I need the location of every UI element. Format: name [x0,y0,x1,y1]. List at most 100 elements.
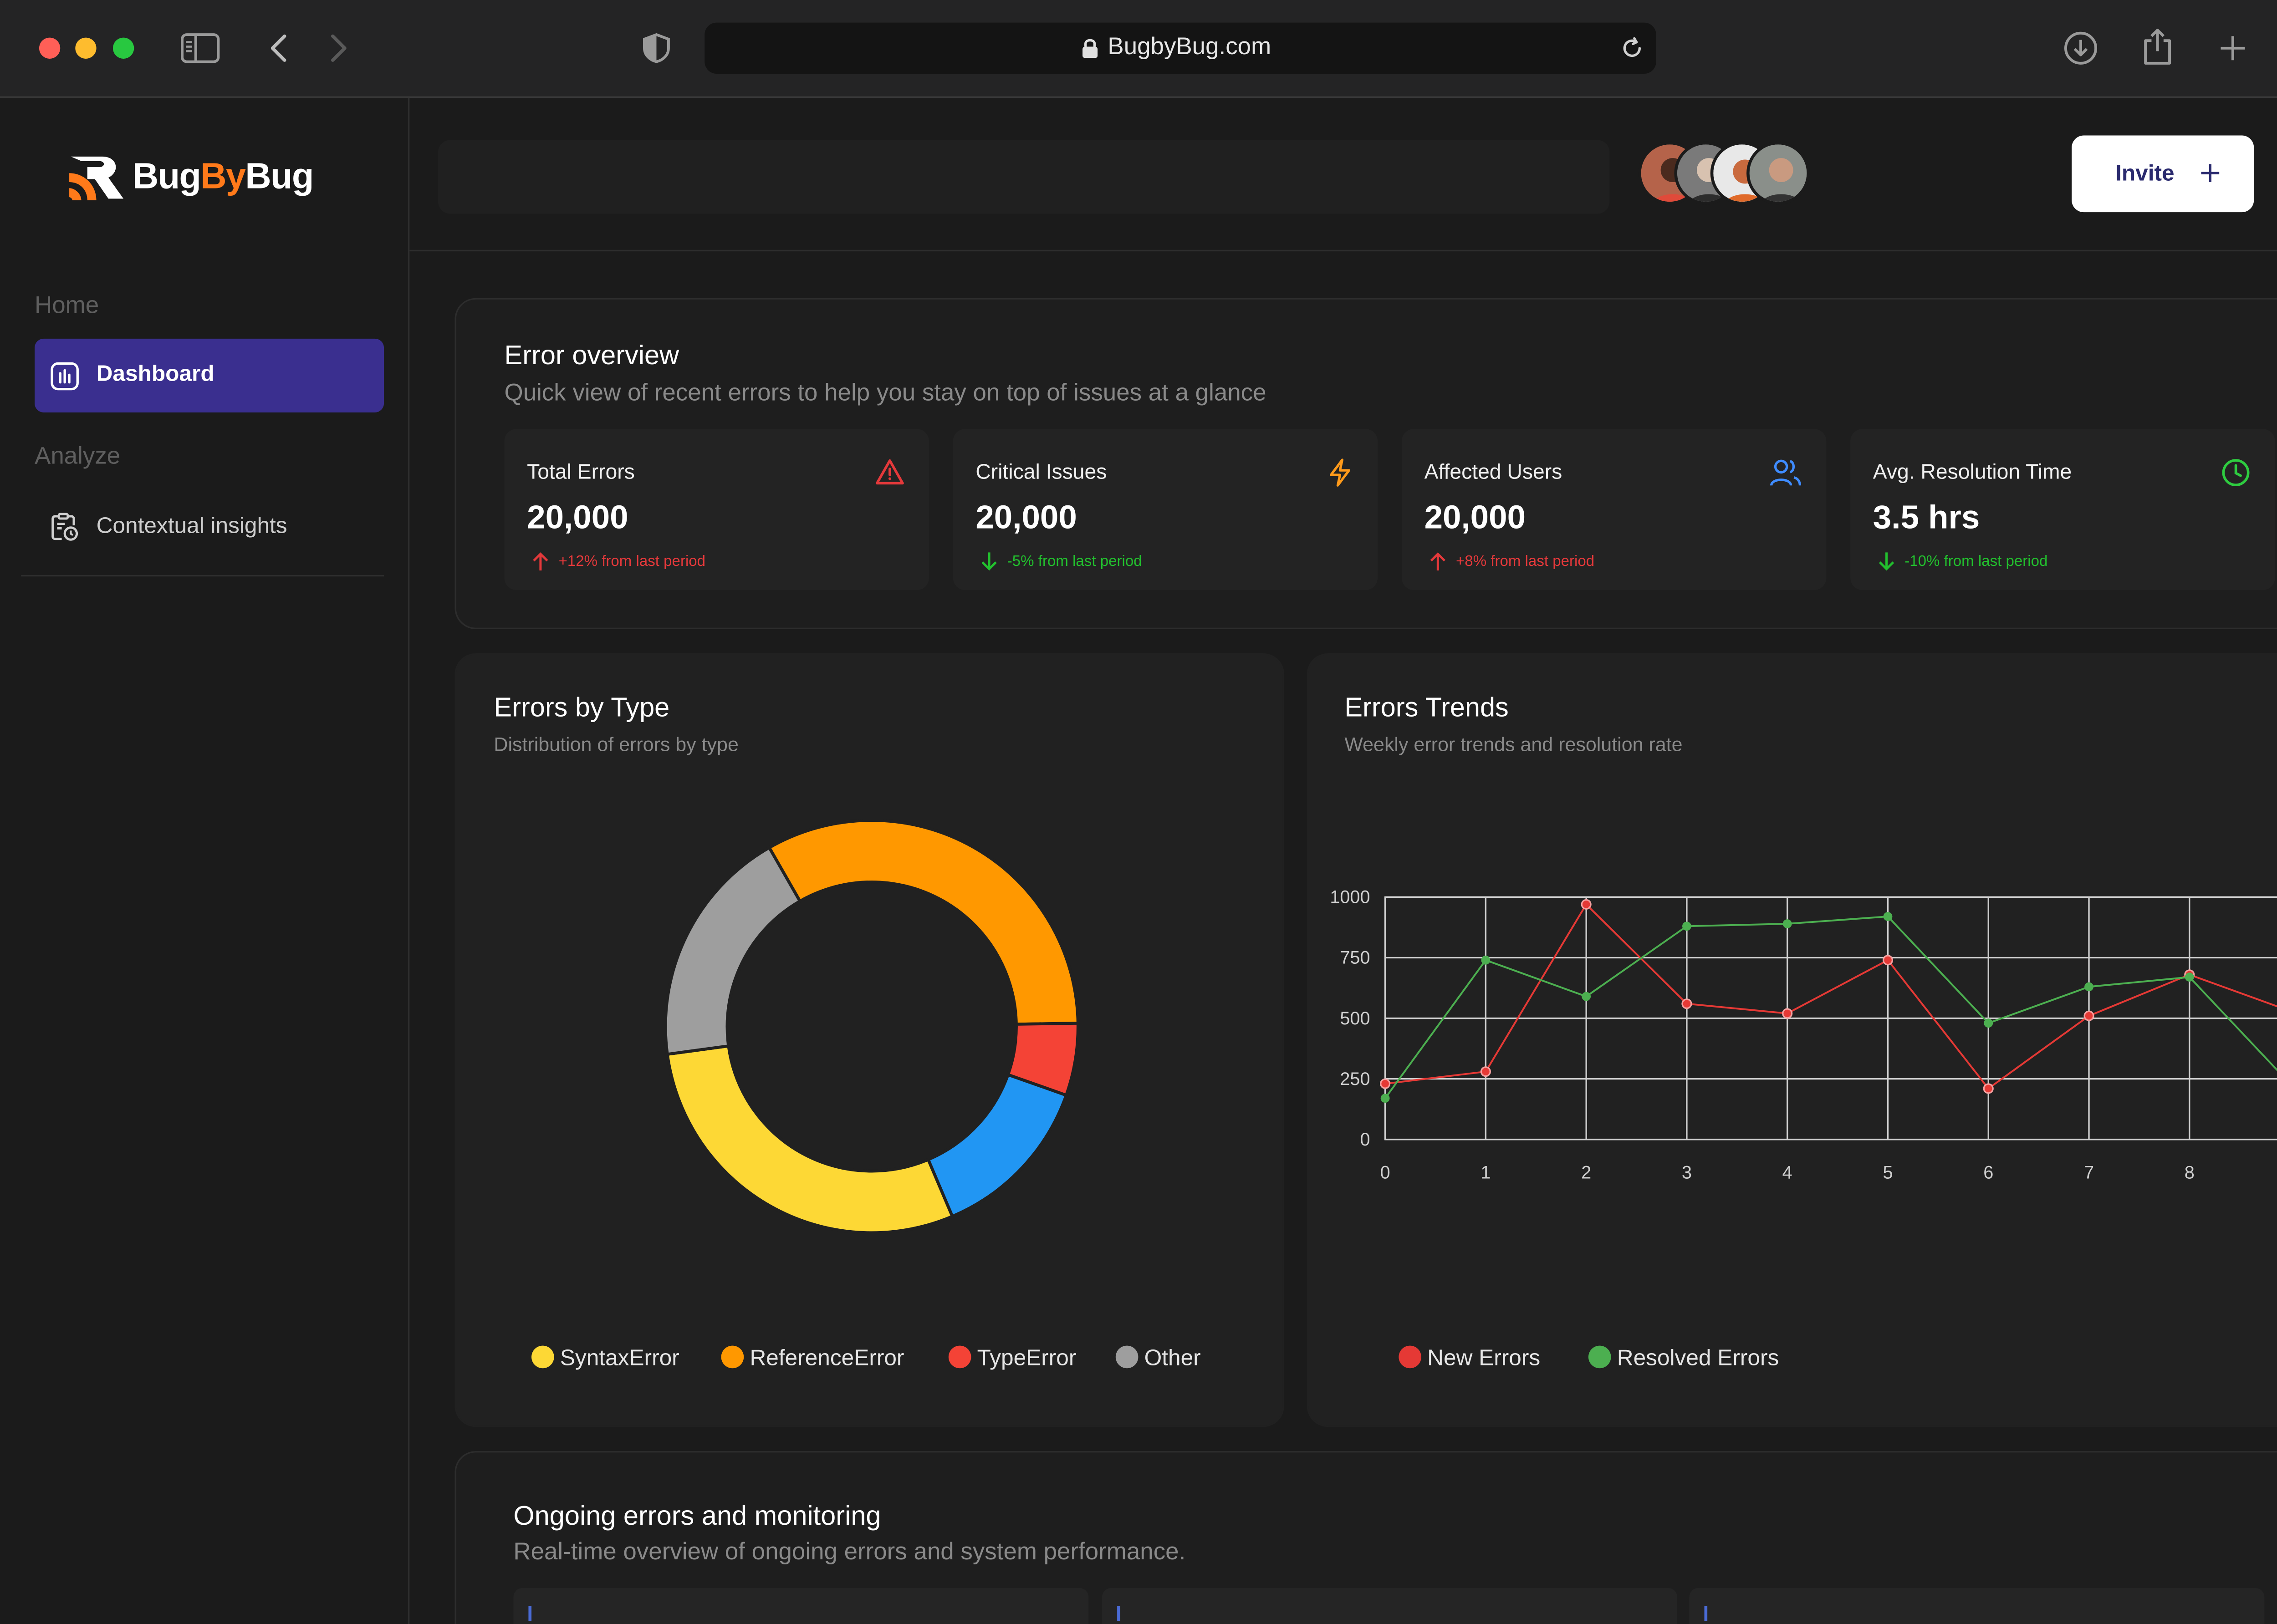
series-line-new-errors [1385,903,2277,1090]
chart-title: Errors by Type [494,692,670,723]
y-tick-label: 0 [1360,1130,1370,1150]
donut-slice-blue[interactable] [926,1073,1068,1219]
sidebar-item-contextual-insights[interactable]: Contextual insights [35,504,384,550]
section-subtitle: Quick view of recent errors to help you … [504,381,1266,407]
new-tab-icon[interactable] [2216,31,2250,65]
item-indicator [1704,1606,1708,1621]
donut-slice-other[interactable] [664,845,802,1056]
stat-change: +8% from last period [1455,554,1595,571]
errors-trends-card: Errors Trends Weekly error trends and re… [1307,653,2277,1427]
y-tick-label: 1000 [1330,887,1370,907]
address-bar[interactable]: BugbyBug.com [705,22,1656,74]
stat-change: -10% from last period [1904,554,2048,571]
stat-label: Critical Issues [975,459,1107,484]
nav-section-analyze: Analyze [35,444,121,470]
plus-icon [2201,164,2220,183]
legend-item-resolved-errors[interactable]: Resolved Errors [1588,1345,1779,1371]
stat-card-avg-resolution-time[interactable]: Avg. Resolution Time 3.5 hrs -10% from l… [1850,429,2275,590]
close-window-button[interactable] [39,37,61,59]
data-point-resolved-errors[interactable] [1682,921,1691,931]
search-input[interactable] [438,140,1610,214]
data-point-resolved-errors[interactable] [1582,992,1591,1001]
legend-label: ReferenceError [750,1345,904,1371]
legend-label: Resolved Errors [1617,1345,1779,1371]
share-icon[interactable] [2139,27,2175,66]
reload-icon[interactable] [1620,36,1644,60]
shield-icon[interactable] [641,31,671,65]
ongoing-error-item[interactable] [1689,1588,2265,1624]
data-point-new-errors[interactable] [1380,1078,1391,1089]
ongoing-error-item[interactable] [1102,1588,1677,1624]
clock-icon [2222,459,2250,487]
legend-item-referenceerror[interactable]: ReferenceError [721,1345,904,1371]
data-point-new-errors[interactable] [1882,955,1894,966]
x-tick-label: 3 [1682,1163,1692,1183]
legend-swatch [1115,1345,1138,1369]
stat-label: Avg. Resolution Time [1873,459,2072,484]
stat-card-total-errors[interactable]: Total Errors 20,000 +12% from last perio… [504,429,929,590]
bug-by-bug-logo-icon [69,156,124,200]
legend-item-other[interactable]: Other [1115,1345,1201,1371]
legend-label: Other [1144,1345,1201,1371]
users-icon [1770,459,1802,486]
data-point-resolved-errors[interactable] [1782,919,1792,928]
y-tick-label: 500 [1340,1008,1370,1028]
brand-wordmark: BugByBug [133,157,314,199]
page-header: Invite [409,98,2277,252]
data-point-new-errors[interactable] [2083,1010,2094,1021]
legend-swatch [1588,1345,1611,1369]
forward-icon[interactable] [325,31,352,65]
data-point-resolved-errors[interactable] [1481,955,1491,965]
stat-change: +12% from last period [558,554,706,571]
data-point-new-errors[interactable] [1983,1083,1994,1094]
legend-item-new-errors[interactable]: New Errors [1399,1345,1540,1371]
x-tick-label: 8 [2185,1163,2195,1183]
data-point-new-errors[interactable] [1681,998,1692,1009]
x-tick-label: 6 [1983,1163,1993,1183]
sidebar-item-label: Dashboard [96,361,214,387]
sidebar-item-dashboard[interactable]: Dashboard [35,338,384,412]
data-point-new-errors[interactable] [1480,1066,1491,1077]
errors-trends-line-chart[interactable]: 025050075010000123456789 [1308,655,2277,1428]
donut-slice-referenceerror[interactable] [767,819,1080,1026]
chart-title: Errors Trends [1344,692,1509,723]
browser-toolbar: BugbyBug.com [0,0,2277,98]
stat-card-affected-users[interactable]: Affected Users 20,000 +8% from last peri… [1401,429,1827,590]
minimize-window-button[interactable] [75,37,97,59]
data-point-new-errors[interactable] [1782,1008,1793,1019]
data-point-resolved-errors[interactable] [1984,1018,1993,1028]
legend-label: TypeError [977,1345,1077,1371]
x-tick-label: 2 [1581,1163,1591,1183]
person-4-portrait-icon [1749,144,1807,202]
chart-subtitle: Distribution of errors by type [494,733,739,756]
sidebar: BugByBug Home Dashboard Analyze [0,97,410,1624]
chart-subtitle: Weekly error trends and resolution rate [1344,733,1683,756]
legend-item-typeerror[interactable]: TypeError [948,1345,1077,1371]
sidebar-toggle-icon[interactable] [181,31,220,65]
data-point-new-errors[interactable] [1581,899,1592,910]
data-point-resolved-errors[interactable] [1883,912,1893,921]
invite-button[interactable]: Invite [2072,135,2254,213]
arrow-up-icon [1430,552,1445,571]
legend-item-syntaxerror[interactable]: SyntaxError [531,1345,679,1371]
zoom-window-button[interactable] [112,37,134,59]
section-title: Ongoing errors and monitoring [513,1501,881,1531]
invite-label: Invite [2115,161,2175,187]
data-point-resolved-errors[interactable] [2084,982,2093,992]
donut-slice-syntaxerror[interactable] [665,1044,955,1234]
error-overview-card: Error overview Quick view of recent erro… [454,298,2277,629]
stat-value: 20,000 [527,498,628,536]
download-icon[interactable] [2063,30,2098,66]
data-point-resolved-errors[interactable] [1380,1094,1390,1103]
section-title: Error overview [504,340,679,371]
ongoing-error-item[interactable] [513,1588,1089,1624]
stat-card-critical-issues[interactable]: Critical Issues 20,000 -5% from last per… [953,429,1378,590]
data-point-resolved-errors[interactable] [2185,972,2194,982]
lock-icon [1082,39,1098,58]
stat-change: -5% from last period [1007,554,1142,571]
item-indicator [1117,1606,1120,1621]
arrow-down-icon [1879,552,1894,571]
errors-by-type-donut-chart[interactable] [456,655,1286,1428]
back-icon[interactable] [265,31,292,65]
avatar[interactable] [1746,141,1810,205]
